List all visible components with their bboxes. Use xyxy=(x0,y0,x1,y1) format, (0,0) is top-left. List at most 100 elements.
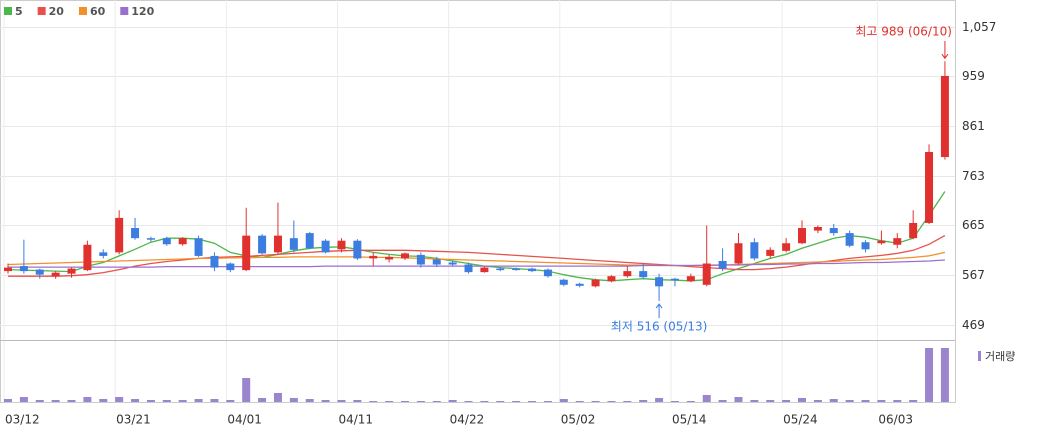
candle-body xyxy=(289,238,298,250)
volume-bar xyxy=(893,400,902,402)
volume-bar xyxy=(877,400,886,402)
ma-line xyxy=(8,235,946,277)
volume-bar xyxy=(432,401,441,402)
candle-body xyxy=(861,242,870,250)
candle-body xyxy=(607,276,616,282)
candle-body xyxy=(623,271,632,277)
candle-body xyxy=(146,238,155,240)
volume-bar xyxy=(718,400,727,402)
candle-body xyxy=(19,266,28,272)
candle-body xyxy=(131,228,140,239)
candle-body xyxy=(35,269,44,275)
y-tick-label: 861 xyxy=(962,119,985,133)
candle-body xyxy=(734,243,743,264)
volume-bar xyxy=(305,399,314,402)
candle-body xyxy=(940,75,949,158)
volume-bar xyxy=(289,398,298,402)
volume-bar xyxy=(528,401,537,402)
volume-bar xyxy=(337,400,346,402)
legend-swatch xyxy=(120,7,129,15)
volume-bar xyxy=(51,400,60,402)
volume-bar xyxy=(448,400,457,402)
volume-bar xyxy=(543,401,552,402)
candle-body xyxy=(226,263,235,271)
candle-body xyxy=(448,262,457,265)
volume-bar xyxy=(607,401,616,402)
volume-bar xyxy=(829,399,838,402)
candle-body xyxy=(194,238,203,256)
legend-label: 120 xyxy=(131,5,154,18)
candle-body xyxy=(496,268,505,271)
candle-body xyxy=(829,228,838,234)
candle-body xyxy=(798,228,806,244)
volume-bar xyxy=(369,401,378,402)
volume-bar xyxy=(734,397,743,402)
candle-body xyxy=(575,283,584,286)
volume-bar xyxy=(353,400,362,402)
candle-body xyxy=(242,235,251,271)
annotation: 최고 989 (06/10) xyxy=(855,25,952,39)
volume-bar xyxy=(766,400,775,402)
annotation-arrow xyxy=(655,303,663,318)
candle-body xyxy=(178,238,187,245)
x-tick-label: 03/12 xyxy=(5,413,40,427)
candle-body xyxy=(369,255,378,259)
candle-body xyxy=(51,272,60,277)
volume-bar xyxy=(798,398,806,402)
candle-body xyxy=(845,233,854,246)
volume-bar xyxy=(4,399,12,402)
candle-body xyxy=(432,259,441,265)
volume-bar xyxy=(194,399,203,402)
legend-label: 60 xyxy=(90,5,106,18)
volume-bar xyxy=(575,401,584,402)
candle-body xyxy=(337,240,346,250)
y-tick-label: 959 xyxy=(962,69,985,83)
volume-bar xyxy=(559,399,568,402)
x-tick-label: 04/22 xyxy=(450,413,485,427)
legend-swatch xyxy=(4,7,12,15)
volume-bar xyxy=(480,401,489,402)
candle-body xyxy=(655,277,664,287)
x-tick-label: 05/14 xyxy=(672,413,707,427)
candle-body xyxy=(258,235,267,254)
volume-bar xyxy=(496,401,505,402)
volume-bar xyxy=(909,400,918,402)
y-tick-label: 1,057 xyxy=(962,20,996,34)
volume-bar xyxy=(210,399,219,402)
legend-swatch xyxy=(37,7,46,15)
volume-bar xyxy=(925,348,934,402)
volume-bar xyxy=(162,400,171,402)
volume-bar xyxy=(67,400,76,402)
volume-bar xyxy=(464,401,473,402)
candle-body xyxy=(210,255,219,268)
candle-body xyxy=(639,271,648,278)
candle-body xyxy=(4,267,12,272)
plot-frame xyxy=(0,0,956,403)
x-tick-label: 04/01 xyxy=(227,413,262,427)
volume-bar xyxy=(401,401,409,402)
volume-bar xyxy=(321,400,330,402)
candle-body xyxy=(591,279,600,287)
volume-bar xyxy=(861,400,870,402)
candle-body xyxy=(909,222,918,239)
volume-bar xyxy=(416,401,425,402)
candle-body xyxy=(782,243,791,251)
candle-body xyxy=(877,240,886,244)
volume-bar xyxy=(273,393,282,402)
candle-body xyxy=(273,235,282,253)
volume-bar xyxy=(385,401,394,402)
candle-body xyxy=(528,268,537,272)
candle-body xyxy=(718,260,727,269)
candle-body xyxy=(464,264,473,273)
volume-bar xyxy=(19,397,28,402)
volume-bar xyxy=(639,400,648,402)
volume-bar xyxy=(591,401,600,402)
candle-body xyxy=(115,217,124,253)
volume-bar xyxy=(226,400,235,402)
ma-line xyxy=(8,259,945,268)
volume-bar xyxy=(258,398,267,402)
volume-bar xyxy=(83,397,92,402)
candle-body xyxy=(543,269,552,277)
